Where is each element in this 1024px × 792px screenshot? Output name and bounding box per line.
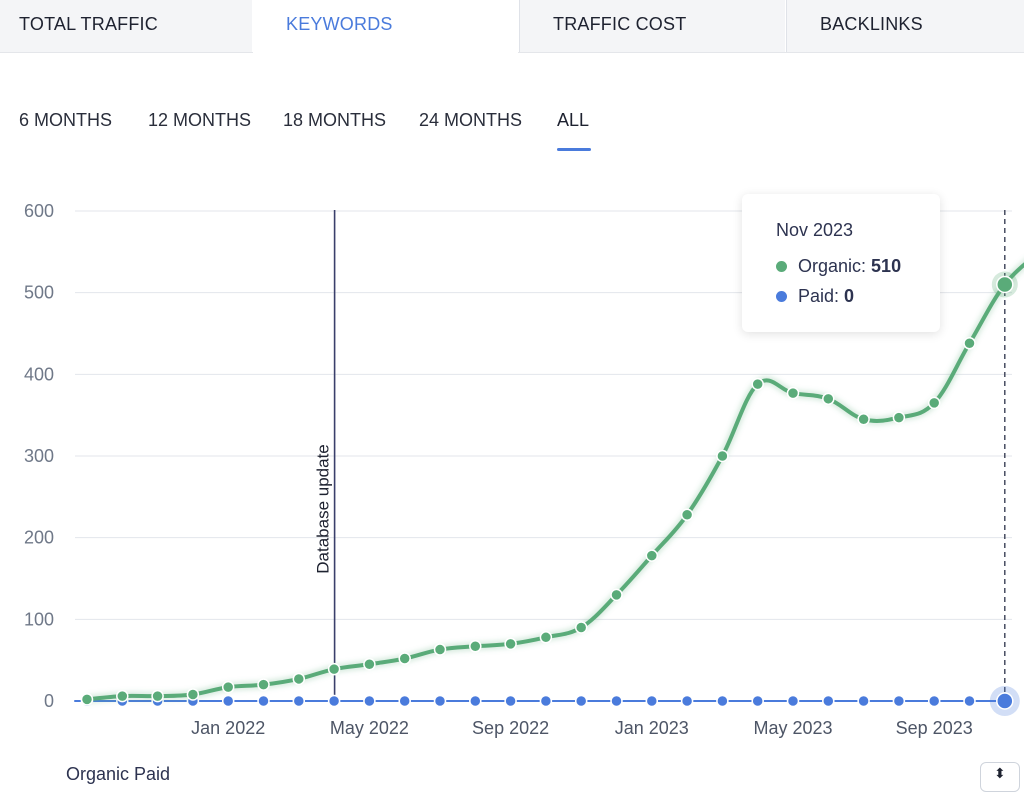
- organic-point[interactable]: [611, 589, 622, 600]
- paid-point-active[interactable]: [997, 693, 1013, 709]
- organic-point[interactable]: [329, 664, 340, 675]
- paid-point[interactable]: [893, 696, 904, 707]
- period-18-months[interactable]: 18 MONTHS: [283, 110, 386, 131]
- y-tick-label: 0: [44, 691, 54, 711]
- organic-point[interactable]: [823, 393, 834, 404]
- paid-point[interactable]: [964, 696, 975, 707]
- paid-point[interactable]: [293, 696, 304, 707]
- paid-dot-icon: [776, 291, 787, 302]
- chart-tooltip: Nov 2023 Organic: 510 Paid: 0: [742, 194, 940, 332]
- tab-keywords[interactable]: KEYWORDS: [253, 0, 518, 52]
- active-period-indicator: [557, 148, 591, 151]
- organic-point[interactable]: [788, 388, 799, 399]
- paid-point[interactable]: [611, 696, 622, 707]
- organic-point[interactable]: [576, 622, 587, 633]
- tooltip-paid-label: Paid:: [798, 286, 839, 306]
- x-tick-label: May 2023: [753, 718, 832, 738]
- paid-point[interactable]: [223, 696, 234, 707]
- paid-point[interactable]: [435, 696, 446, 707]
- period-6-months[interactable]: 6 MONTHS: [19, 110, 112, 131]
- tooltip-organic-label: Organic:: [798, 256, 866, 276]
- organic-point[interactable]: [858, 414, 869, 425]
- organic-point-active[interactable]: [997, 276, 1013, 292]
- organic-point[interactable]: [152, 691, 163, 702]
- tab-total-traffic[interactable]: TOTAL TRAFFIC: [0, 0, 252, 52]
- tab-backlinks[interactable]: BACKLINKS: [786, 0, 1024, 52]
- x-tick-label: Sep 2022: [472, 718, 549, 738]
- organic-point[interactable]: [682, 509, 693, 520]
- chart-legend[interactable]: Organic Paid: [66, 764, 170, 785]
- x-tick-label: Jan 2023: [615, 718, 689, 738]
- expand-button[interactable]: ⬍: [980, 762, 1020, 792]
- organic-point[interactable]: [117, 691, 128, 702]
- organic-point[interactable]: [646, 550, 657, 561]
- organic-point[interactable]: [223, 682, 234, 693]
- paid-point[interactable]: [258, 696, 269, 707]
- organic-point[interactable]: [435, 644, 446, 655]
- paid-point[interactable]: [576, 696, 587, 707]
- organic-point[interactable]: [399, 653, 410, 664]
- y-tick-label: 200: [24, 528, 54, 548]
- tab-traffic-cost[interactable]: TRAFFIC COST: [519, 0, 785, 52]
- x-tick-label: Jan 2022: [191, 718, 265, 738]
- paid-point[interactable]: [717, 696, 728, 707]
- y-tick-label: 600: [24, 201, 54, 221]
- paid-point[interactable]: [788, 696, 799, 707]
- period-selector: 6 MONTHS 12 MONTHS 18 MONTHS 24 MONTHS A…: [0, 100, 700, 150]
- metric-tabs: TOTAL TRAFFIC KEYWORDS TRAFFIC COST BACK…: [0, 0, 1024, 56]
- organic-point[interactable]: [364, 659, 375, 670]
- series-paid: [75, 696, 1024, 707]
- y-tick-label: 400: [24, 364, 54, 384]
- organic-point[interactable]: [505, 638, 516, 649]
- y-tick-label: 500: [24, 283, 54, 303]
- paid-point[interactable]: [329, 696, 340, 707]
- organic-point[interactable]: [470, 641, 481, 652]
- paid-point[interactable]: [823, 696, 834, 707]
- organic-dot-icon: [776, 261, 787, 272]
- tooltip-paid-value: 0: [844, 286, 854, 306]
- paid-point[interactable]: [470, 696, 481, 707]
- organic-point[interactable]: [258, 679, 269, 690]
- hover-layer: [990, 210, 1020, 716]
- x-axis: Jan 2022 May 2022 Sep 2022 Jan 2023 May 2023…: [191, 718, 973, 738]
- paid-point[interactable]: [540, 696, 551, 707]
- period-12-months[interactable]: 12 MONTHS: [148, 110, 251, 131]
- chart-annotations: Database update: [314, 210, 335, 701]
- organic-point[interactable]: [540, 632, 551, 643]
- tooltip-title: Nov 2023: [776, 220, 940, 241]
- organic-point[interactable]: [717, 450, 728, 461]
- paid-point[interactable]: [929, 696, 940, 707]
- paid-point[interactable]: [858, 696, 869, 707]
- organic-point[interactable]: [893, 412, 904, 423]
- paid-point[interactable]: [646, 696, 657, 707]
- organic-point[interactable]: [187, 689, 198, 700]
- x-tick-label: May 2022: [330, 718, 409, 738]
- organic-point[interactable]: [752, 379, 763, 390]
- annotation-label: Database update: [314, 444, 333, 574]
- organic-point[interactable]: [929, 397, 940, 408]
- paid-point[interactable]: [399, 696, 410, 707]
- organic-point[interactable]: [293, 673, 304, 684]
- y-tick-label: 300: [24, 446, 54, 466]
- paid-point[interactable]: [752, 696, 763, 707]
- y-tick-label: 100: [24, 609, 54, 629]
- x-tick-label: Sep 2023: [896, 718, 973, 738]
- tooltip-paid-row: Paid: 0: [776, 281, 940, 311]
- paid-point[interactable]: [505, 696, 516, 707]
- paid-point[interactable]: [364, 696, 375, 707]
- period-24-months[interactable]: 24 MONTHS: [419, 110, 522, 131]
- expand-icon: ⬍: [994, 765, 1006, 782]
- period-all[interactable]: ALL: [557, 110, 589, 131]
- tooltip-organic-value: 510: [871, 256, 901, 276]
- paid-point[interactable]: [682, 696, 693, 707]
- tooltip-organic-row: Organic: 510: [776, 251, 940, 281]
- organic-point[interactable]: [82, 694, 93, 705]
- y-axis: 0 100 200 300 400 500 600: [24, 201, 54, 711]
- organic-point[interactable]: [964, 338, 975, 349]
